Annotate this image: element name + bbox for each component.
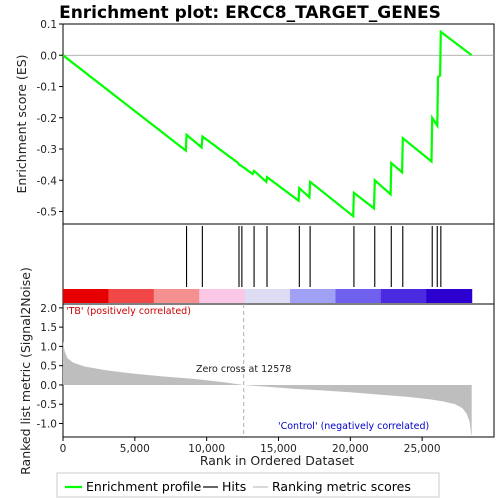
metric-x-axis-label: Rank in Ordered Dataset [200, 453, 354, 468]
metric-y-tick-label: -0.5 [37, 399, 58, 411]
ranking-metric-area [63, 340, 472, 436]
metric-x-tick-label: 20,000 [332, 443, 369, 455]
legend: Enrichment profile Hits Ranking metric s… [56, 472, 440, 498]
metric-y-tick-label: 0.0 [40, 380, 57, 392]
color-bar-segment [380, 289, 427, 303]
color-bar-segment [426, 289, 473, 303]
metric-y-tick-label: 0.5 [40, 361, 57, 373]
hit-marks [186, 226, 442, 287]
color-bar-segment [153, 289, 200, 303]
hits-panel [62, 223, 495, 305]
legend-label-ranking-metric: Ranking metric scores [272, 479, 411, 494]
es-y-tick-label: 0.1 [40, 19, 57, 31]
positive-correlation-label: 'TB' (positively correlated) [66, 306, 191, 317]
metric-x-tick-label: 10,000 [188, 443, 225, 455]
color-bar-segment [290, 289, 336, 303]
es-y-axis-label: Enrichment score (ES) [14, 54, 29, 193]
es-panel: 0.1 0.0 -0.1 -0.2 -0.3 -0.4 -0.5 Enrichment sc… [14, 19, 495, 225]
color-bar-segment [335, 289, 382, 303]
enrichment-profile-line [63, 29, 473, 219]
color-bar-segment [199, 289, 246, 303]
metric-panel: 2.0 1.5 1.0 0.5 0.0 -0.5 -1.0 0 5,000 10,000 15,0… [18, 267, 495, 475]
legend-label-enrichment-profile: Enrichment profile [86, 479, 202, 494]
chart-title: Enrichment plot: ERCC8_TARGET_GENES [59, 3, 441, 23]
negative-correlation-label: 'Control' (negatively correlated) [278, 421, 429, 432]
metric-x-tick-label: 5,000 [120, 443, 150, 455]
es-y-ticks: 0.1 0.0 -0.1 -0.2 -0.3 -0.4 -0.5 [37, 19, 63, 219]
es-y-tick-label: -0.4 [37, 175, 58, 187]
es-y-tick-label: 0.0 [40, 50, 57, 62]
metric-x-tick-label: 15,000 [260, 443, 297, 455]
es-y-tick-label: -0.3 [37, 144, 58, 156]
metric-x-tick-label: 25,000 [404, 443, 441, 455]
metric-y-axis-label: Ranked list metric (Signal2Noise) [18, 267, 33, 475]
metric-y-tick-label: -1.0 [37, 419, 58, 431]
color-bar-segment [244, 289, 291, 303]
es-y-tick-label: -0.1 [37, 82, 58, 94]
metric-x-ticks: 0 5,000 10,000 15,000 20,000 25,000 [60, 437, 441, 455]
color-bar-segment [108, 289, 155, 303]
es-y-tick-label: -0.2 [37, 113, 58, 125]
es-panel-frame [62, 23, 495, 225]
metric-x-tick-label: 0 [60, 443, 67, 455]
zero-cross-label: Zero cross at 12578 [196, 364, 291, 375]
color-bar-segment [63, 289, 109, 303]
metric-panel-frame [62, 303, 495, 438]
legend-label-hits: Hits [222, 479, 246, 494]
metric-y-ticks: 2.0 1.5 1.0 0.5 0.0 -0.5 -1.0 [37, 303, 63, 431]
es-y-tick-label: -0.5 [37, 207, 58, 219]
metric-y-tick-label: 1.0 [40, 341, 57, 353]
ranking-color-bar [63, 289, 473, 303]
metric-y-tick-label: 1.5 [40, 322, 57, 334]
metric-y-tick-label: 2.0 [40, 303, 57, 315]
legend-frame [56, 472, 440, 498]
